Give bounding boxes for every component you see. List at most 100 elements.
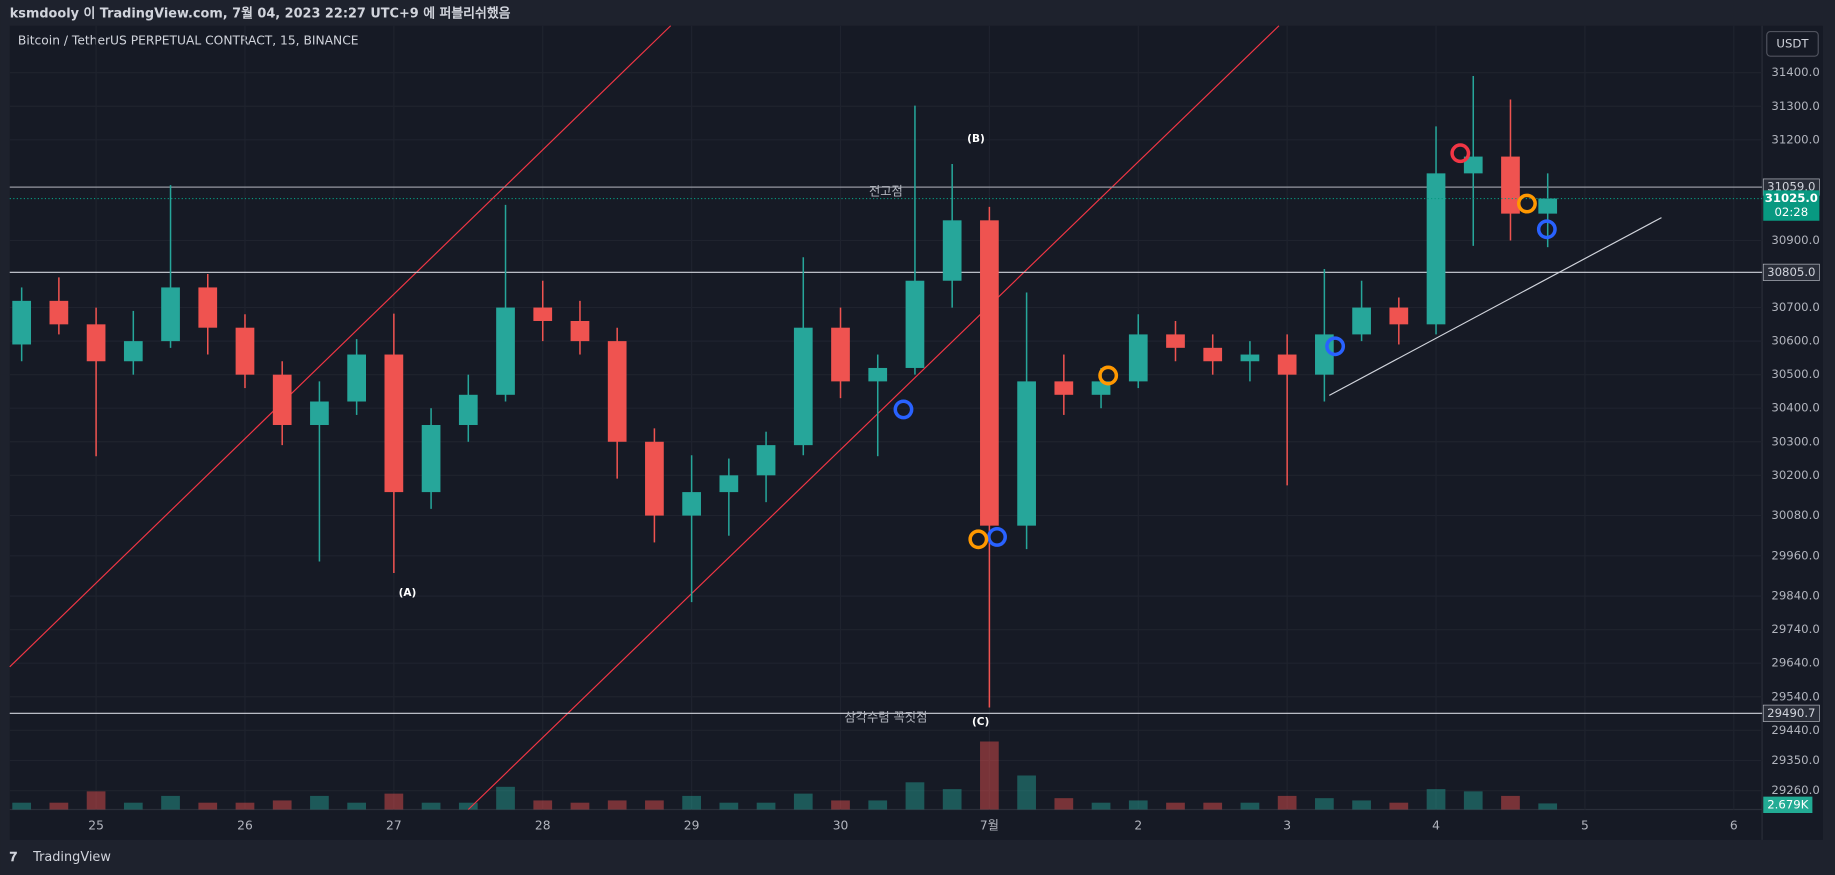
candle-body [1463,156,1483,174]
candle-body [347,354,366,402]
y-tick-label: 29960.0 [1771,548,1819,562]
annotation: (B) [967,133,985,145]
volume-bar [942,789,962,810]
annotation: 삼각수렴 꼭짓점 [844,711,927,725]
x-tick-label: 6 [1730,818,1738,832]
marker-circle [893,399,914,420]
y-tick-label: 30400.0 [1771,401,1819,415]
annotation: (C) [972,716,989,728]
candle-body [1203,347,1223,362]
y-tick-label: 30600.0 [1771,334,1819,348]
volume-bar [793,793,813,810]
candle-body [123,341,143,362]
y-tick-label: 29440.0 [1771,723,1819,737]
volume-bar [756,802,776,810]
candle-body [161,287,180,342]
y-tick-label: 29640.0 [1771,656,1819,670]
header: ksmdooly 이 TradingView.com, 7월 04, 2023 … [10,6,511,22]
candle-body [310,401,329,425]
marker-circle [987,526,1007,547]
candle-body [272,374,292,425]
chart-title: Bitcoin / TetherUS PERPETUAL CONTRACT, 1… [18,33,359,47]
volume-bar [272,800,292,810]
volume-bar [868,800,888,810]
x-tick-label: 4 [1432,818,1440,832]
last-price-label: 31025.0 [1765,191,1818,205]
marker-circle [1517,193,1537,214]
candle-body [198,287,218,328]
candle-body [1315,334,1334,375]
level-label-box [1762,704,1820,722]
volume-bar [198,802,218,810]
volume-bar [384,793,404,810]
candle-body [682,492,701,516]
annotation: (A) [399,587,417,599]
y-tick-label: 30500.0 [1771,367,1819,381]
countdown: 02:28 [1774,205,1808,219]
level-label: 29490.7 [1767,706,1815,720]
candle-body [1054,381,1074,395]
x-tick-label: 2 [1134,818,1142,832]
volume-bar [49,802,69,810]
volume-bar [1166,802,1185,810]
volume-bar [496,786,515,810]
volume-bar [607,800,627,810]
marker-circle [1450,143,1471,164]
x-tick-label: 29 [684,818,700,832]
candle-body [868,367,888,382]
y-tick-label: 31400.0 [1771,65,1819,79]
candle-body [235,327,255,375]
candle-body [1389,307,1409,325]
candle-body [1426,173,1446,325]
volume-bar [905,782,925,810]
x-tick-label: 5 [1581,818,1589,832]
volume-label-box [1763,796,1813,814]
volume-bar [1091,802,1111,810]
trend-line [467,25,1280,810]
marker-circle [1536,219,1557,240]
candle-body [1538,198,1558,214]
volume-bar [980,741,999,810]
x-tick-label: 25 [88,818,104,832]
y-tick-label: 31200.0 [1771,132,1819,146]
volume-bar [421,802,441,810]
volume-bar [719,802,739,810]
y-tick-label: 30080.0 [1771,508,1819,522]
volume-bar [682,795,701,810]
candle-body [1352,307,1371,335]
volume-bar [347,802,366,810]
volume-bar [86,791,106,810]
candle-body [1277,354,1297,375]
volume-bar [1389,802,1409,810]
candle-body [1128,334,1148,382]
volume-bar [1426,789,1446,810]
marker-circle [1098,365,1119,386]
currency: USDT [1776,36,1809,50]
volume-bar [1277,795,1297,810]
logo-mark: 𝟕 [10,850,18,865]
candle-body [905,280,925,368]
last-price-box [1763,190,1820,221]
volume-bar [645,800,664,810]
x-tick-label: 28 [535,818,551,832]
candle-body [458,394,478,425]
level-label: 31059.0 [1767,180,1815,194]
volume-bar [1017,775,1036,810]
candle-body [86,324,106,362]
volume-bar [570,802,590,810]
y-tick-label: 31300.0 [1771,99,1819,113]
candle-body [12,300,32,345]
y-tick-label: 30900.0 [1771,233,1819,247]
candle-body [980,220,999,526]
annotation: 전고점 [869,184,903,198]
volume-bar [1128,800,1148,810]
y-tick-label: 29350.0 [1771,753,1819,767]
y-tick-label: 29540.0 [1771,689,1819,703]
volume-bar [12,802,32,810]
volume-bar [161,795,180,810]
trend-line [9,25,672,668]
x-tick-label: 27 [386,818,402,832]
candle-body [570,320,590,342]
chart-area [9,25,1823,840]
